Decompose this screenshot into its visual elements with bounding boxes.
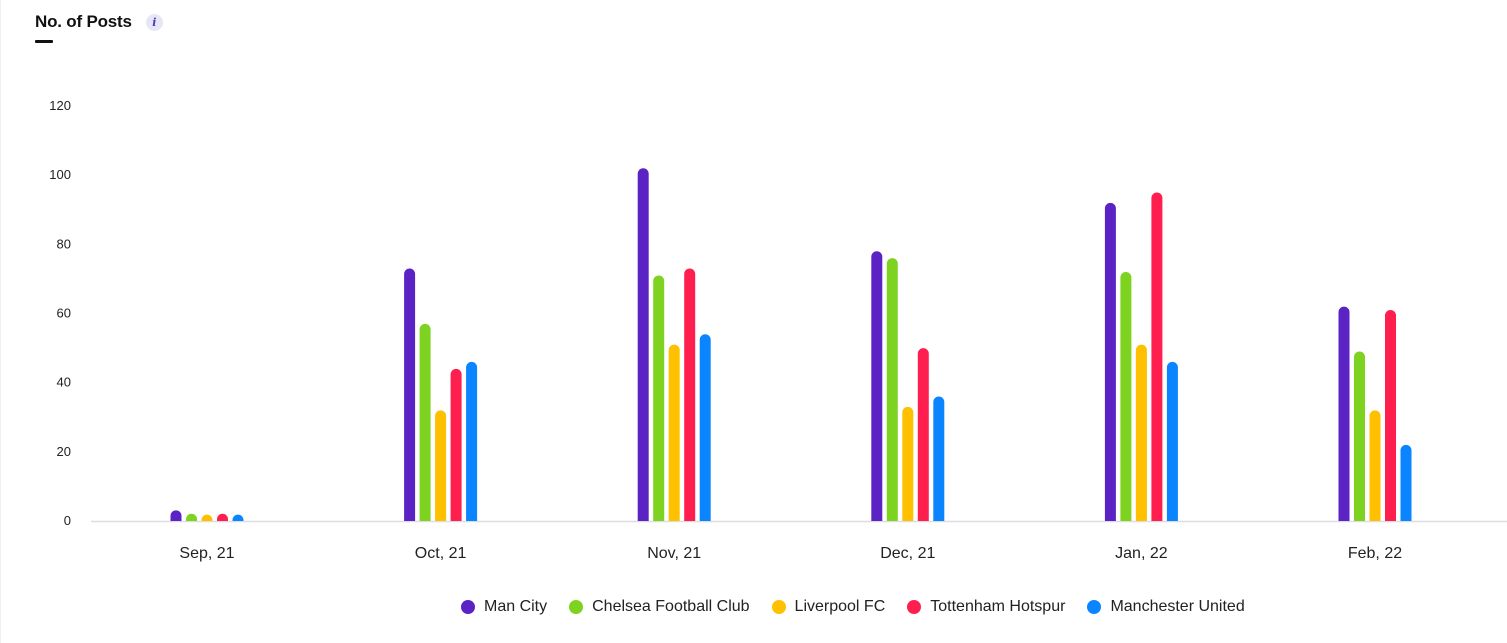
- bar-chelsea-football-club-1[interactable]: [419, 323, 431, 521]
- y-tick-label: 120: [49, 98, 71, 113]
- bar-tottenham-hotspur-2[interactable]: [684, 268, 696, 521]
- legend-dot-icon: [1087, 600, 1102, 614]
- bar-tottenham-hotspur-3[interactable]: [917, 348, 929, 521]
- bar-man-city-2[interactable]: [637, 168, 649, 521]
- legend-dot-icon: [461, 600, 475, 614]
- x-tick-label: Sep, 21: [179, 545, 234, 562]
- legend-label: Man City: [484, 598, 548, 615]
- y-tick-label: 40: [57, 375, 71, 390]
- bar-chelsea-football-club-3[interactable]: [886, 258, 898, 521]
- legend-dot-icon: [907, 600, 922, 614]
- bar-liverpool-fc-1[interactable]: [435, 410, 447, 521]
- legend-label: Liverpool FC: [794, 598, 886, 615]
- bar-man-city-3[interactable]: [871, 251, 883, 522]
- bar-manchester-united-5[interactable]: [1400, 444, 1412, 521]
- y-tick-label: 20: [57, 444, 71, 459]
- legend-dot-icon: [771, 600, 786, 614]
- bar-manchester-united-3[interactable]: [933, 396, 945, 522]
- bar-chart: 0 20 40 60 80 100 120 Sep, 21 Oct, 21 Nov, 21 Dec,…: [49, 98, 1507, 562]
- bar-liverpool-fc-5[interactable]: [1369, 410, 1381, 521]
- chart-header: No. of Posts i: [35, 12, 163, 32]
- bar-manchester-united-0[interactable]: [232, 514, 244, 521]
- chart-title: No. of Posts: [35, 12, 132, 31]
- legend-item-liverpool-fc[interactable]: Liverpool FC: [771, 598, 886, 616]
- bar-chelsea-football-club-5[interactable]: [1354, 351, 1365, 521]
- bar-chelsea-football-club-4[interactable]: [1120, 272, 1132, 521]
- y-tick-label: 80: [57, 236, 71, 251]
- bar-man-city-0[interactable]: [170, 510, 182, 521]
- bar-liverpool-fc-4[interactable]: [1135, 344, 1147, 521]
- legend-label: Tottenham Hotspur: [930, 598, 1066, 615]
- bar-chelsea-football-club-0[interactable]: [186, 513, 197, 521]
- legend-item-manchester-united[interactable]: Manchester United: [1087, 598, 1245, 616]
- x-tick-label: Nov, 21: [647, 545, 701, 562]
- legend-item-man-city[interactable]: Man City: [461, 598, 547, 616]
- legend-item-chelsea-football-club[interactable]: Chelsea Football Club: [569, 598, 750, 616]
- bar-tottenham-hotspur-4[interactable]: [1151, 192, 1163, 522]
- title-underline: [35, 40, 53, 43]
- y-tick-label: 0: [64, 513, 71, 528]
- x-tick-label: Jan, 22: [1115, 545, 1168, 562]
- chart-legend: Man City Chelsea Football Club Liverpool F…: [461, 598, 1245, 616]
- x-tick-label: Dec, 21: [880, 545, 935, 562]
- legend-label: Chelsea Football Club: [592, 598, 750, 615]
- bar-tottenham-hotspur-1[interactable]: [450, 368, 462, 521]
- bar-manchester-united-1[interactable]: [466, 361, 478, 521]
- bar-man-city-5[interactable]: [1338, 306, 1350, 521]
- x-tick-label: Feb, 22: [1348, 545, 1402, 562]
- bar-tottenham-hotspur-5[interactable]: [1385, 310, 1396, 521]
- bar-man-city-4[interactable]: [1104, 202, 1116, 522]
- bar-man-city-1[interactable]: [404, 268, 416, 521]
- bar-liverpool-fc-3[interactable]: [902, 406, 914, 521]
- y-tick-label: 100: [49, 167, 71, 182]
- bar-manchester-united-2[interactable]: [699, 334, 711, 521]
- bar-tottenham-hotspur-0[interactable]: [217, 513, 228, 521]
- x-tick-label: Oct, 21: [415, 545, 467, 562]
- y-tick-label: 60: [57, 306, 71, 321]
- info-icon[interactable]: i: [145, 13, 163, 31]
- legend-item-tottenham-hotspur[interactable]: Tottenham Hotspur: [907, 598, 1065, 616]
- legend-dot-icon: [569, 600, 584, 614]
- bar-chelsea-football-club-2[interactable]: [653, 275, 665, 521]
- bar-liverpool-fc-0[interactable]: [201, 514, 213, 521]
- bar-manchester-united-4[interactable]: [1166, 361, 1178, 521]
- legend-label: Manchester United: [1110, 598, 1245, 615]
- bar-liverpool-fc-2[interactable]: [668, 344, 680, 521]
